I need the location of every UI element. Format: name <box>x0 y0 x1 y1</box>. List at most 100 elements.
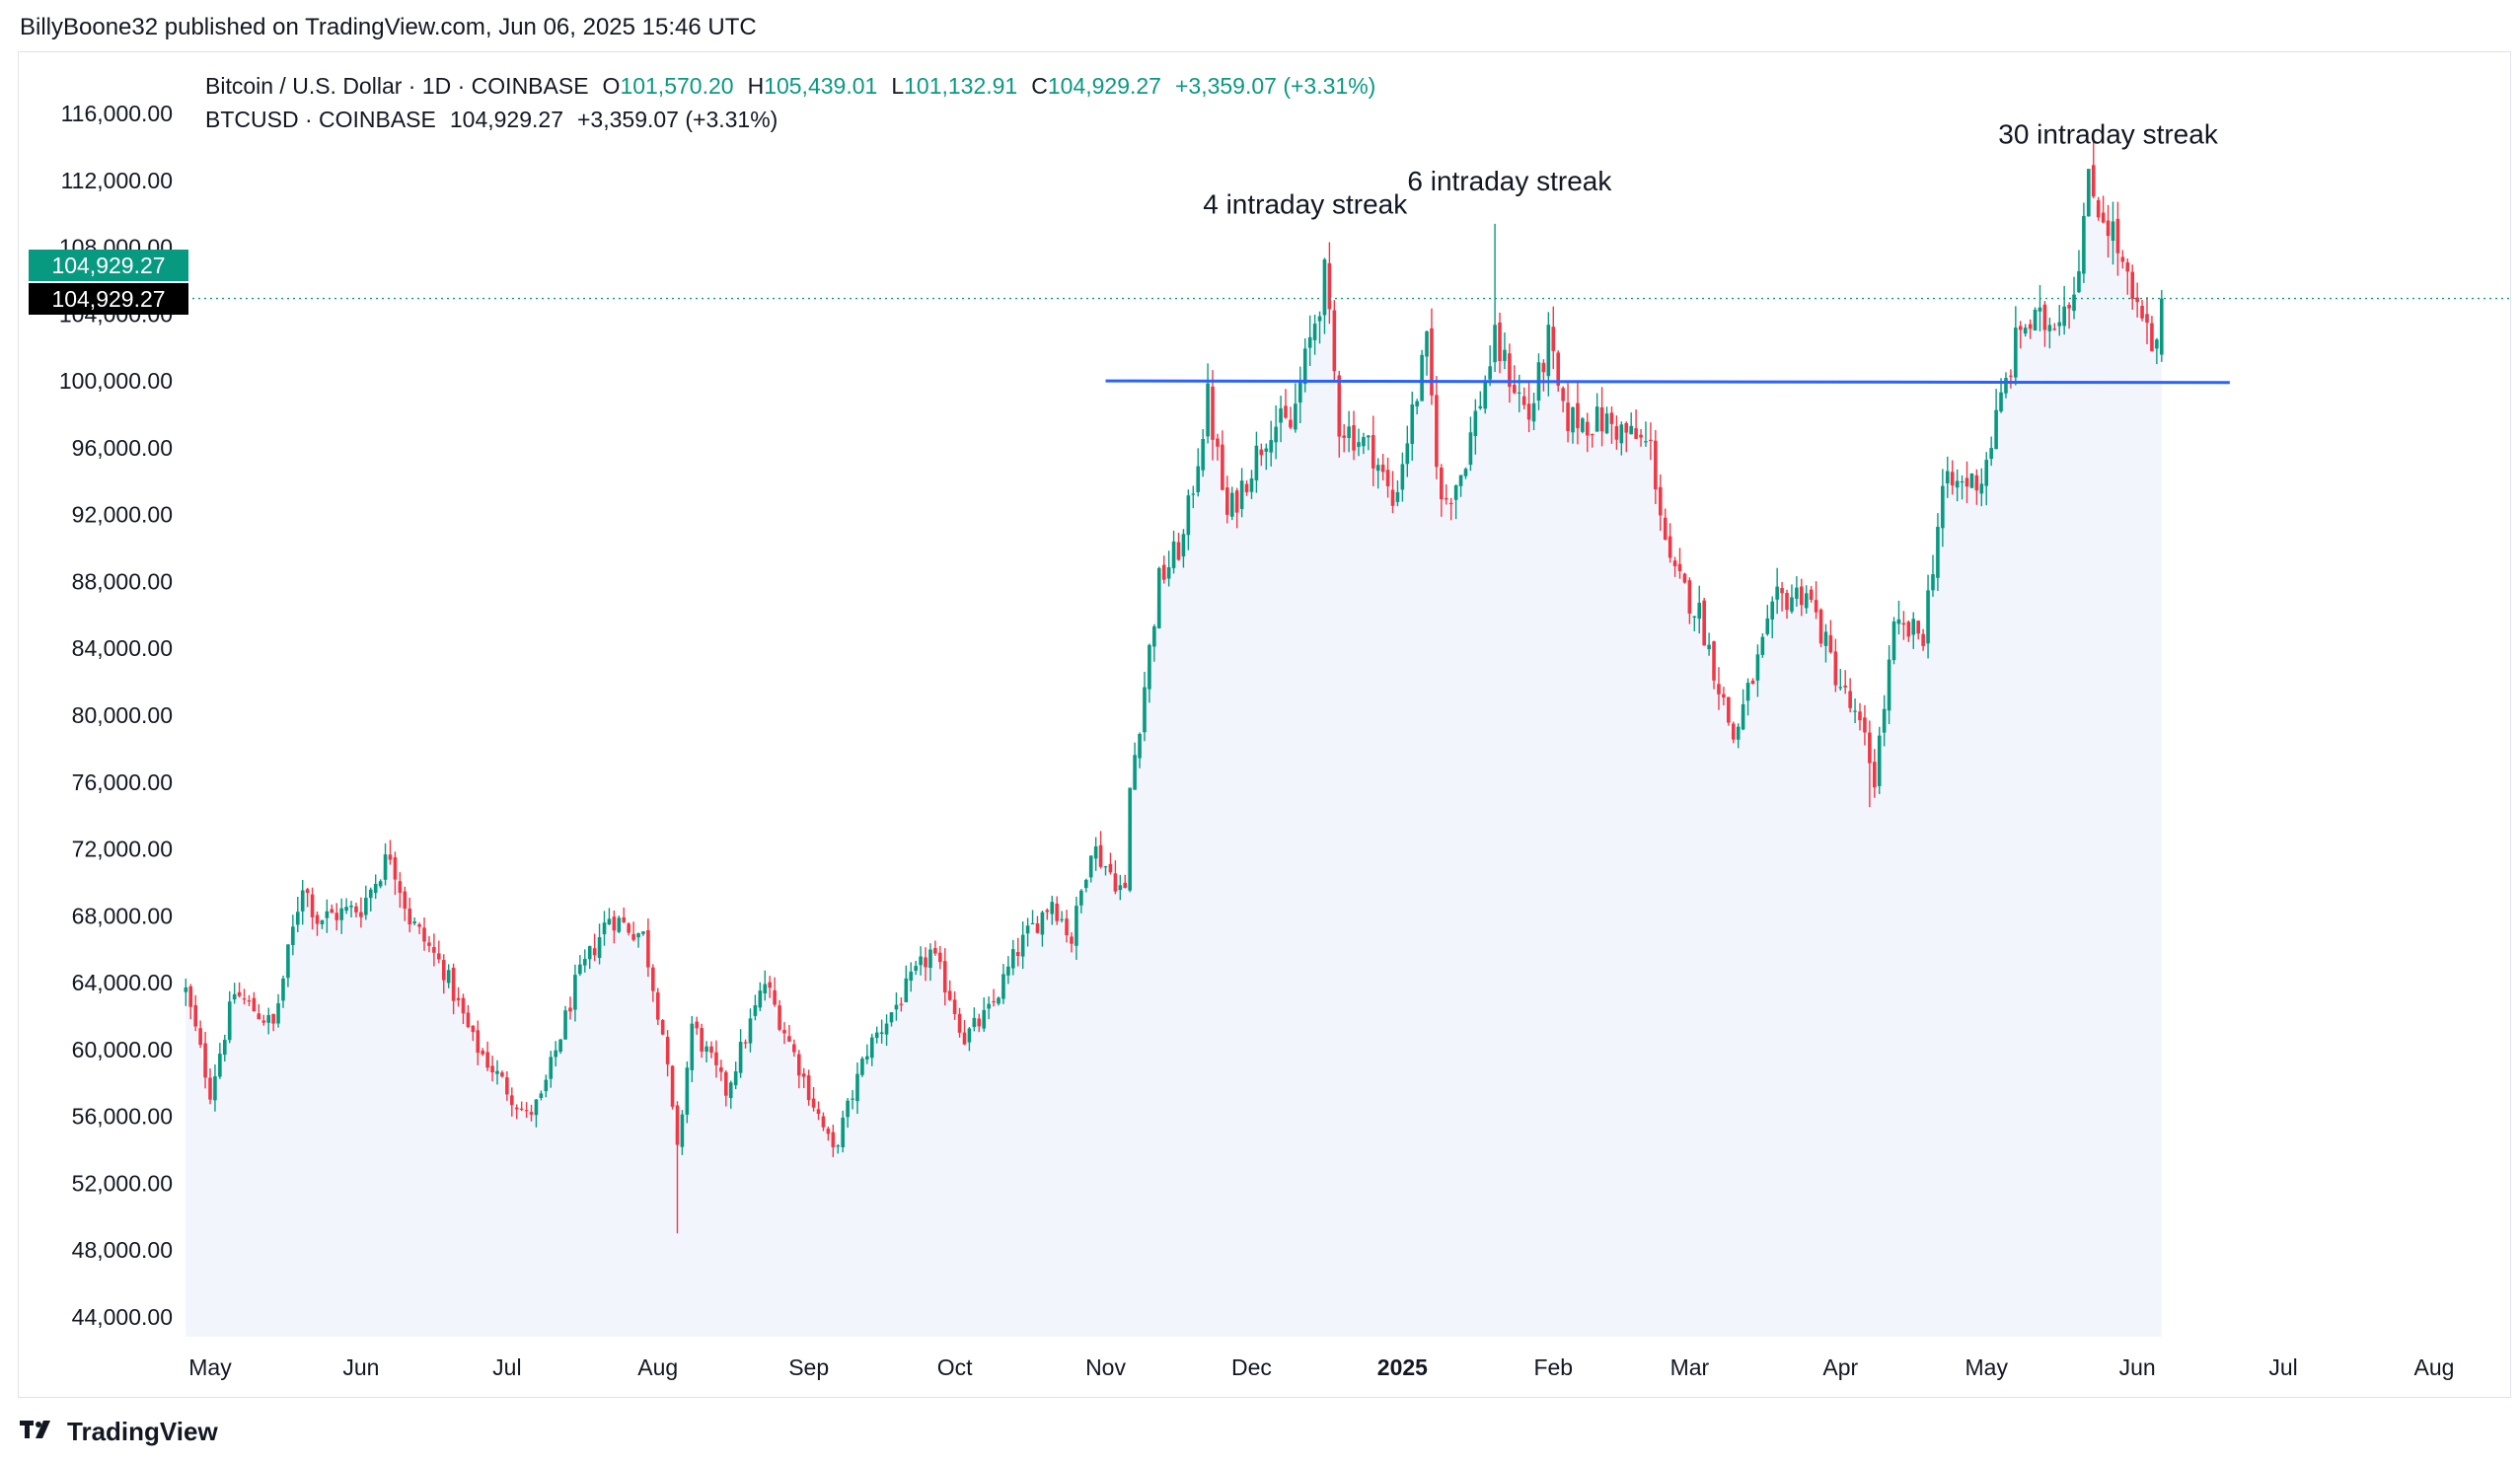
candle <box>403 886 408 921</box>
candle-body <box>1035 923 1040 933</box>
candle-body <box>1128 787 1132 891</box>
candle-body <box>257 1013 261 1020</box>
candle-body <box>680 1114 685 1147</box>
candle-body <box>2101 212 2106 223</box>
candle-body <box>967 1028 972 1043</box>
candle <box>1838 669 1843 691</box>
candle <box>1196 448 1201 497</box>
candle <box>1969 473 1974 488</box>
candle-body <box>1123 882 1128 888</box>
candle-body <box>1979 483 1984 494</box>
candle <box>368 887 373 913</box>
candle <box>2028 319 2033 339</box>
candle-body <box>1624 422 1629 433</box>
candle <box>2120 250 2125 269</box>
candle-body <box>339 908 343 920</box>
candle-body <box>252 997 257 1012</box>
candle <box>1123 874 1128 889</box>
candle <box>1040 911 1045 947</box>
candle <box>1760 633 1765 658</box>
candle-body <box>651 967 655 991</box>
candle-body <box>2062 306 2066 327</box>
candle <box>2014 306 2018 386</box>
y-tick-label: 72,000.00 <box>72 837 173 862</box>
candle-body <box>675 1105 680 1145</box>
candle-body <box>938 952 942 963</box>
candle-body <box>1108 863 1113 873</box>
candle-body <box>198 1028 202 1046</box>
candle <box>1521 387 1526 409</box>
candle-body <box>1969 473 1974 488</box>
candle <box>461 993 466 1025</box>
candle <box>1347 410 1351 453</box>
candle-body <box>1239 480 1244 509</box>
candle-body <box>2159 298 2164 355</box>
candle <box>1133 742 1137 790</box>
candle <box>1206 363 1210 444</box>
candle <box>1818 608 1823 647</box>
candle-body <box>1444 497 1448 500</box>
candle <box>1814 581 1818 620</box>
candle-body <box>1619 424 1624 444</box>
candle <box>1936 513 1940 592</box>
candle-body <box>806 1075 811 1101</box>
candle-body <box>232 993 237 1000</box>
candle-body <box>1458 475 1463 486</box>
candle <box>554 1041 557 1067</box>
candle <box>1931 554 1935 597</box>
candle <box>364 885 368 920</box>
candle <box>471 1025 476 1042</box>
candle <box>388 840 393 865</box>
candle-body <box>1649 439 1653 441</box>
price-tag-green: 104,929.27 <box>29 250 188 281</box>
candle-body <box>1722 694 1726 698</box>
candle <box>1609 406 1614 444</box>
tradingview-brand[interactable]: TradingView <box>20 1417 218 1447</box>
candle-body <box>578 964 582 975</box>
legend-symbol-2[interactable]: BTCUSD · COINBASE <box>205 107 436 132</box>
candle <box>1687 577 1692 624</box>
candle <box>1312 314 1317 355</box>
legend-symbol[interactable]: Bitcoin / U.S. Dollar · 1D · COINBASE <box>205 73 589 99</box>
candle <box>344 898 348 914</box>
price-tag-green-bg <box>29 250 188 281</box>
candle <box>1234 487 1239 529</box>
candle-body <box>869 1037 874 1059</box>
candle <box>1800 578 1804 617</box>
candle <box>1722 687 1726 706</box>
candle-body <box>432 947 436 953</box>
x-axis: May Jun Jul Aug Sep Oct Nov Dec 2025 Feb Mar Apr May… <box>188 1354 2454 1380</box>
candle-body <box>1508 353 1512 387</box>
candle-body <box>1790 597 1794 612</box>
legend-open-value: 101,570.20 <box>620 73 734 99</box>
candle <box>1795 576 1799 608</box>
candle-body <box>208 1077 212 1100</box>
candle <box>1302 337 1307 393</box>
candle-body <box>1079 890 1083 906</box>
candle <box>1576 382 1580 445</box>
price-tag-black-text: 104,929.27 <box>51 286 165 312</box>
candle-body <box>1692 616 1697 619</box>
candle-body <box>1800 586 1804 606</box>
candle <box>1113 860 1118 895</box>
candle <box>266 1007 270 1035</box>
candle <box>1435 376 1439 479</box>
candle <box>748 1008 753 1053</box>
candle-body <box>2096 199 2101 218</box>
candle-body <box>2077 271 2081 293</box>
candle-body <box>1161 564 1166 580</box>
candle-body <box>534 1099 539 1116</box>
candle-body <box>1712 641 1716 681</box>
candle-body <box>2028 324 2033 329</box>
candle <box>680 1110 685 1155</box>
y-tick-label: 100,000.00 <box>59 368 173 394</box>
candle <box>1877 726 1882 794</box>
candle-body <box>237 991 242 996</box>
candle-body <box>383 854 388 880</box>
candle <box>485 1041 489 1071</box>
candle-body <box>1040 912 1045 935</box>
candle <box>646 918 650 978</box>
candle-body <box>266 1014 270 1023</box>
candle <box>2052 323 2057 331</box>
